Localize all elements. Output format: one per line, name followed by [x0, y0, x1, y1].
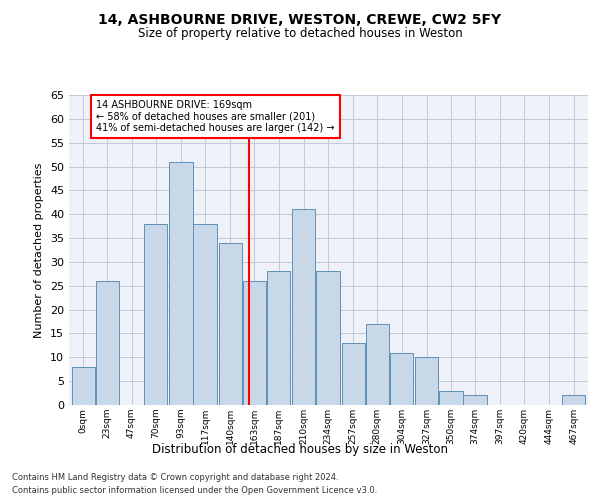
Bar: [292, 210, 316, 405]
Text: Distribution of detached houses by size in Weston: Distribution of detached houses by size …: [152, 442, 448, 456]
Bar: [144, 224, 167, 405]
Bar: [71, 367, 95, 405]
Bar: [316, 272, 340, 405]
Text: Contains public sector information licensed under the Open Government Licence v3: Contains public sector information licen…: [12, 486, 377, 495]
Bar: [390, 352, 413, 405]
Bar: [439, 390, 463, 405]
Text: Size of property relative to detached houses in Weston: Size of property relative to detached ho…: [137, 28, 463, 40]
Bar: [218, 243, 242, 405]
Bar: [463, 396, 487, 405]
Bar: [193, 224, 217, 405]
Bar: [267, 272, 290, 405]
Text: 14 ASHBOURNE DRIVE: 169sqm
← 58% of detached houses are smaller (201)
41% of sem: 14 ASHBOURNE DRIVE: 169sqm ← 58% of deta…: [97, 100, 335, 133]
Bar: [243, 281, 266, 405]
Y-axis label: Number of detached properties: Number of detached properties: [34, 162, 44, 338]
Text: 14, ASHBOURNE DRIVE, WESTON, CREWE, CW2 5FY: 14, ASHBOURNE DRIVE, WESTON, CREWE, CW2 …: [98, 12, 502, 26]
Bar: [95, 281, 119, 405]
Bar: [169, 162, 193, 405]
Bar: [365, 324, 389, 405]
Text: Contains HM Land Registry data © Crown copyright and database right 2024.: Contains HM Land Registry data © Crown c…: [12, 472, 338, 482]
Bar: [415, 358, 439, 405]
Bar: [562, 396, 586, 405]
Bar: [341, 343, 365, 405]
